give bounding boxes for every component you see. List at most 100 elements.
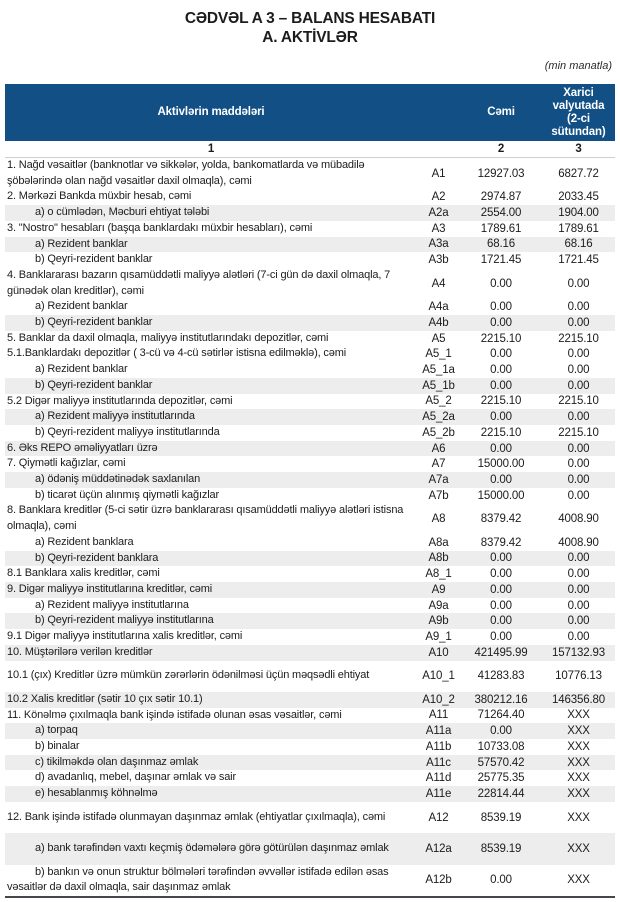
item-label: 9. Digər maliyyə institutlarına kreditlə… [7, 582, 213, 595]
item-foreign: 4008.90 [558, 513, 599, 526]
item-foreign: 0.00 [567, 379, 590, 392]
table-row: c) tikilməkdə olan daşınmaz əmlak A11c 5… [5, 754, 615, 771]
item-total: 0.00 [490, 552, 512, 565]
item-total: 0.00 [490, 348, 512, 361]
item-code: A9a [428, 599, 449, 612]
table-row: 1. Nağd vəsaitlər (banknotlar və sikkələ… [5, 158, 615, 189]
item-foreign: 0.00 [567, 316, 590, 329]
item-code: A5_1b [422, 379, 455, 392]
item-code: A12 [428, 811, 449, 824]
table-row: b) Qeyri-rezident maliyyə institutlarınd… [5, 425, 615, 441]
item-total: 71264.40 [477, 709, 525, 722]
item-label: 5. Banklar da daxil olmaqla, maliyyə ins… [7, 331, 329, 344]
item-total: 15000.00 [477, 489, 525, 502]
item-code: A11e [425, 787, 452, 800]
item-total: 8539.19 [480, 842, 522, 855]
item-code: A5_1 [425, 348, 452, 361]
table-row: a) ödəniş müddətinədək saxlanılan A7a 0.… [5, 472, 615, 488]
item-label: 4. Banklararası bazarın qısamüddətli mal… [7, 268, 391, 297]
item-foreign: 0.00 [567, 583, 590, 596]
item-total: 0.00 [490, 301, 512, 314]
item-foreign: 2215.10 [558, 426, 599, 439]
header-total-label: Cəmi [487, 106, 515, 118]
header-items-label: Aktivlərin maddələri [157, 106, 265, 118]
header-code-column [417, 84, 460, 141]
item-foreign: XXX [567, 772, 590, 785]
item-label: a) Rezident maliyyə institutlarında [35, 410, 195, 423]
item-total: 421495.99 [474, 646, 528, 659]
table-row: a) bank tərəfindən vaxtı keçmiş ödəmələr… [5, 833, 615, 865]
table-row: e) hesablanmış köhnəlmə A11e 22814.44 XX… [5, 786, 615, 802]
column-number-2: 2 [497, 143, 505, 155]
item-total: 8539.19 [480, 811, 522, 824]
item-foreign: XXX [567, 787, 590, 800]
item-foreign: 0.00 [567, 363, 590, 376]
balance-table: Aktivlərin maddələri Cəmi Xarici valyuta… [5, 84, 615, 898]
column-numbering-row: 1 2 3 [5, 141, 615, 158]
item-label: a) Rezident banklara [35, 535, 134, 548]
item-label: d) avadanlıq, mebel, daşınar əmlak və sa… [35, 771, 236, 784]
item-total: 15000.00 [477, 458, 525, 471]
item-code: A5_2b [422, 426, 455, 439]
table-row: b) binalar A11b 10733.08 XXX [5, 739, 615, 755]
item-label: 9.1 Digər maliyyə institutlarına xalis k… [7, 630, 243, 643]
item-foreign: 146356.80 [551, 693, 605, 706]
item-code: A10_1 [422, 670, 455, 683]
item-total: 68.16 [486, 238, 516, 251]
table-row: 10.2 Xalis kreditlər (sətir 10 çıx sətir… [5, 691, 615, 708]
item-foreign: 1789.61 [558, 222, 599, 235]
item-foreign: 2033.45 [558, 191, 599, 204]
item-total: 10733.08 [477, 740, 525, 753]
item-code: A8_1 [425, 568, 452, 581]
table-row: a) o cümlədən, Məcburi ehtiyat tələbi A2… [5, 205, 615, 221]
table-body: 1. Nağd vəsaitlər (banknotlar və sikkələ… [5, 158, 615, 896]
table-row: 10. Müştərilərə verilən kreditlər A10 42… [5, 644, 615, 661]
item-code: A5 [431, 332, 446, 345]
table-row: 9. Digər maliyyə institutlarına kreditlə… [5, 581, 615, 598]
table-row: 8.1 Banklara xalis kreditlər, cəmi A8_1 … [5, 566, 615, 582]
table-row: a) Rezident banklar A4a 0.00 0.00 [5, 299, 615, 315]
item-total: 0.00 [490, 630, 512, 643]
item-total: 0.00 [490, 568, 512, 581]
item-foreign: 157132.93 [551, 646, 605, 659]
item-foreign: 1721.45 [558, 254, 599, 267]
item-total: 0.00 [490, 363, 512, 376]
header-foreign-label: Xarici valyutada (2-ci sütundan) [551, 86, 606, 138]
item-label: b) Qeyri-rezident maliyyə institutlarına [35, 614, 214, 627]
item-label: e) hesablanmış köhnəlmə [35, 787, 158, 800]
table-row: a) Rezident maliyyə institutlarında A5_2… [5, 409, 615, 425]
item-total: 2215.10 [480, 426, 522, 439]
table-row: a) Rezident maliyyə institutlarına A9a 0… [5, 598, 615, 614]
item-code: A12b [425, 874, 452, 887]
column-number-3: 3 [575, 143, 582, 155]
item-foreign: 0.00 [567, 552, 590, 565]
item-code: A11 [428, 709, 449, 722]
item-label: 12. Bank işində istifadə olunmayan daşın… [7, 810, 386, 823]
item-code: A1 [431, 167, 446, 180]
item-code: A3b [428, 254, 449, 267]
item-code: A8 [431, 513, 446, 526]
item-code: A5_2a [422, 411, 455, 424]
page-title: CƏDVƏL A 3 – BALANS HESABATI A. AKTİVLƏR [0, 0, 620, 47]
table-row: 5.1.Banklardakı depozitlər ( 3-cü və 4-c… [5, 346, 615, 362]
table-header-row: Aktivlərin maddələri Cəmi Xarici valyuta… [5, 84, 615, 141]
item-total: 380212.16 [474, 693, 528, 706]
item-code: A2a [428, 206, 449, 219]
item-label: a) o cümlədən, Məcburi ehtiyat tələbi [35, 206, 210, 219]
table-row: a) torpaq A11a 0.00 XXX [5, 723, 615, 739]
table-row: 12. Bank işində istifadə olunmayan daşın… [5, 802, 615, 833]
table-row: b) ticarət üçün alınmış qiymətli kağızla… [5, 488, 615, 504]
item-label: b) ticarət üçün alınmış qiymətli kağızla… [35, 488, 219, 501]
table-row: 9.1 Digər maliyyə institutlarına xalis k… [5, 629, 615, 645]
item-total: 2974.87 [480, 191, 522, 204]
item-total: 8379.42 [480, 536, 522, 549]
item-total: 22814.44 [477, 787, 525, 800]
table-row: 2. Mərkəzi Bankda müxbir hesab, cəmi A2 … [5, 189, 615, 205]
item-foreign: 1904.00 [558, 206, 599, 219]
item-label: 5.1.Banklardakı depozitlər ( 3-cü və 4-c… [7, 347, 347, 360]
column-number-code [417, 141, 460, 157]
table-row: 3. "Nostro" hesabları (başqa banklardakı… [5, 221, 615, 237]
item-code: A6 [431, 442, 446, 455]
item-foreign: 0.00 [567, 630, 590, 643]
item-label: 11. Könəlmə çıxılmaqla bank işində istif… [7, 708, 342, 721]
